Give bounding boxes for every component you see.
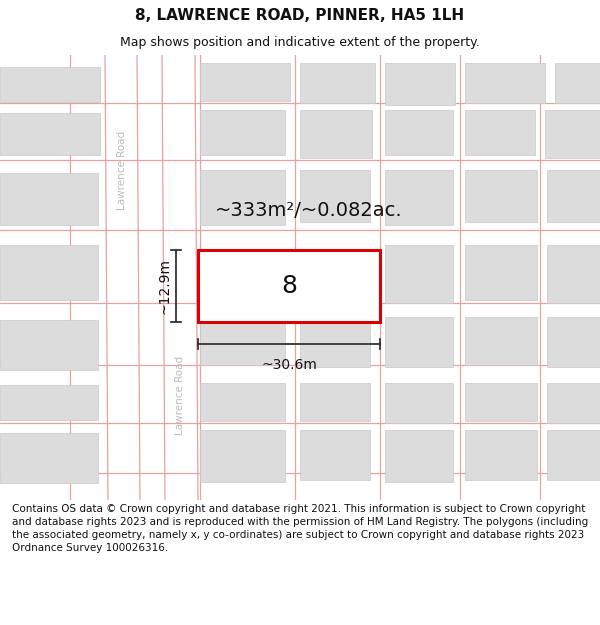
- Polygon shape: [162, 55, 199, 500]
- Bar: [0, 67, 100, 102]
- Bar: [547, 170, 600, 222]
- Bar: [0, 320, 98, 370]
- Bar: [465, 63, 545, 103]
- Text: Contains OS data © Crown copyright and database right 2021. This information is : Contains OS data © Crown copyright and d…: [12, 504, 588, 553]
- Bar: [385, 383, 453, 423]
- Bar: [200, 383, 285, 421]
- Bar: [200, 63, 290, 101]
- Bar: [0, 245, 98, 300]
- Bar: [385, 110, 453, 155]
- Bar: [465, 110, 535, 155]
- Text: 8, LAWRENCE ROAD, PINNER, HA5 1LH: 8, LAWRENCE ROAD, PINNER, HA5 1LH: [136, 8, 464, 23]
- Bar: [547, 430, 600, 480]
- Bar: [200, 110, 285, 155]
- Bar: [200, 430, 285, 482]
- Bar: [300, 317, 370, 367]
- Bar: [465, 317, 537, 365]
- Bar: [385, 63, 455, 105]
- Text: ~30.6m: ~30.6m: [261, 358, 317, 372]
- Text: Lawrence Road: Lawrence Road: [175, 356, 185, 434]
- Text: ~333m²/~0.082ac.: ~333m²/~0.082ac.: [215, 201, 403, 219]
- Bar: [385, 430, 453, 482]
- Bar: [547, 245, 600, 303]
- Bar: [200, 170, 285, 225]
- Bar: [0, 113, 100, 155]
- Text: Map shows position and indicative extent of the property.: Map shows position and indicative extent…: [120, 36, 480, 49]
- Bar: [300, 110, 372, 158]
- Bar: [385, 317, 453, 367]
- Bar: [300, 430, 370, 480]
- Bar: [555, 63, 600, 103]
- Bar: [545, 110, 600, 158]
- Bar: [465, 170, 537, 222]
- Bar: [300, 170, 370, 222]
- Bar: [547, 317, 600, 367]
- Bar: [0, 385, 98, 420]
- Bar: [200, 317, 285, 365]
- Bar: [385, 245, 453, 303]
- Bar: [547, 383, 600, 423]
- Polygon shape: [105, 55, 140, 500]
- Bar: [465, 245, 537, 300]
- Bar: [198, 250, 380, 322]
- Bar: [300, 383, 370, 421]
- Bar: [0, 173, 98, 225]
- Bar: [385, 170, 453, 225]
- Bar: [300, 63, 375, 103]
- Bar: [465, 430, 537, 480]
- Bar: [465, 383, 537, 421]
- Text: Lawrence Road: Lawrence Road: [117, 131, 127, 209]
- Bar: [0, 433, 98, 483]
- Text: ~12.9m: ~12.9m: [157, 258, 171, 314]
- Text: 8: 8: [281, 274, 297, 298]
